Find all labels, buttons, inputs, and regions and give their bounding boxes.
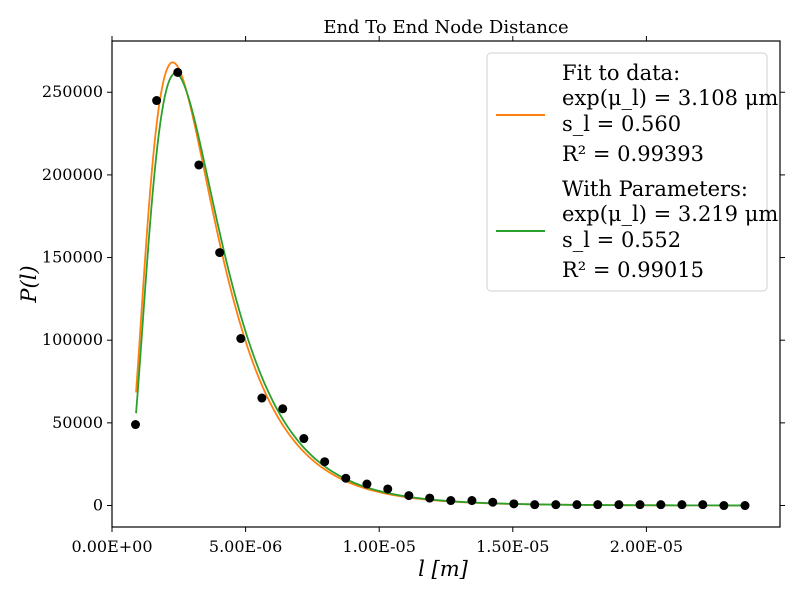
y-tick-label: 150000 bbox=[42, 248, 103, 267]
y-tick-label: 200000 bbox=[42, 165, 103, 184]
data-point bbox=[236, 334, 246, 344]
data-point bbox=[656, 500, 666, 510]
data-point bbox=[446, 496, 456, 506]
legend-params-s: s_l = 0.552 bbox=[562, 228, 681, 252]
data-point bbox=[740, 501, 750, 511]
legend-params-r2: R² = 0.99015 bbox=[562, 258, 704, 282]
chart-title: End To End Node Distance bbox=[323, 17, 568, 38]
data-point bbox=[404, 491, 414, 501]
data-point bbox=[425, 493, 435, 503]
data-point bbox=[530, 500, 540, 510]
data-point bbox=[152, 96, 162, 106]
data-point bbox=[383, 484, 393, 494]
data-point bbox=[551, 500, 561, 510]
data-point bbox=[572, 500, 582, 510]
x-tick-label: 1.00E-05 bbox=[343, 537, 416, 556]
data-point bbox=[467, 496, 477, 506]
data-point bbox=[173, 67, 183, 77]
legend-fit-heading: Fit to data: bbox=[562, 61, 680, 85]
y-tick-label: 250000 bbox=[42, 82, 103, 101]
data-point bbox=[677, 500, 687, 510]
x-tick-label: 0.00E+00 bbox=[71, 537, 152, 556]
legend-params-exp: exp(μ_l) = 3.219 μm bbox=[562, 202, 778, 226]
data-point bbox=[362, 479, 372, 489]
data-point bbox=[509, 499, 519, 509]
legend-params-heading: With Parameters: bbox=[562, 177, 748, 201]
legend: Fit to data: exp(μ_l) = 3.108 μm s_l = 0… bbox=[486, 52, 778, 292]
legend-fit-exp: exp(μ_l) = 3.108 μm bbox=[562, 86, 778, 110]
y-axis: 0 50000 100000 150000 200000 250000 bbox=[42, 82, 785, 515]
y-tick-label: 100000 bbox=[42, 330, 103, 349]
x-tick-label: 1.50E-05 bbox=[476, 537, 549, 556]
data-points bbox=[131, 67, 750, 511]
data-point bbox=[278, 404, 288, 414]
legend-box bbox=[486, 52, 768, 292]
data-point bbox=[215, 248, 225, 258]
data-point bbox=[698, 500, 708, 510]
data-point bbox=[299, 434, 309, 444]
x-tick-label: 2.00E-05 bbox=[610, 537, 683, 556]
data-point bbox=[257, 393, 267, 403]
data-point bbox=[341, 473, 351, 483]
data-point bbox=[635, 500, 645, 510]
data-point bbox=[614, 500, 624, 510]
legend-fit-r2: R² = 0.99393 bbox=[562, 142, 704, 166]
data-point bbox=[131, 420, 141, 430]
data-point bbox=[194, 160, 204, 170]
data-point bbox=[320, 457, 330, 467]
x-axis-label: l [m] bbox=[418, 557, 468, 581]
x-axis: 0.00E+00 5.00E-06 1.00E-05 1.50E-05 2.00E-05 bbox=[71, 36, 683, 556]
legend-fit-s: s_l = 0.560 bbox=[562, 112, 681, 136]
y-axis-label: P(l) bbox=[17, 265, 41, 303]
data-point bbox=[593, 500, 603, 510]
data-point bbox=[719, 501, 729, 511]
data-point bbox=[488, 497, 498, 507]
y-tick-label: 50000 bbox=[52, 413, 103, 432]
x-tick-label: 5.00E-06 bbox=[209, 537, 282, 556]
y-tick-label: 0 bbox=[93, 496, 103, 515]
